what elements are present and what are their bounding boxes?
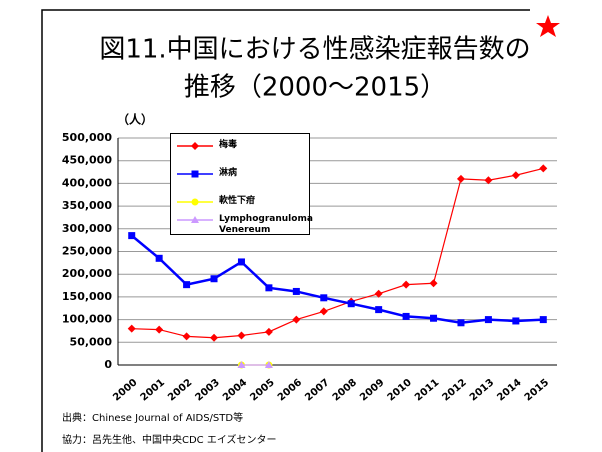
x-tick-label: 2013 bbox=[468, 377, 496, 403]
legend-label: 淋病 bbox=[219, 168, 238, 178]
marker bbox=[292, 287, 300, 295]
x-tick-label: 2000 bbox=[111, 377, 139, 403]
marker bbox=[429, 279, 438, 288]
marker bbox=[155, 325, 164, 334]
marker bbox=[264, 327, 273, 336]
marker bbox=[457, 319, 465, 327]
marker bbox=[430, 314, 438, 322]
chart-title: 推移（2000〜2015） bbox=[184, 73, 446, 103]
credit-note: 協力：呂先生他、中国中央CDC エイズセンター bbox=[62, 433, 277, 446]
legend-swatch bbox=[177, 216, 213, 223]
marker bbox=[128, 232, 136, 240]
chart-title: 図11.中国における性感染症報告数の bbox=[99, 35, 530, 65]
x-tick-label: 2008 bbox=[331, 377, 359, 403]
legend: 梅毒淋病軟性下疳 Lymphogranuloma Venereum bbox=[170, 133, 313, 235]
marker bbox=[237, 361, 246, 368]
y-unit: （人） bbox=[117, 112, 153, 127]
x-tick-label: 2007 bbox=[303, 377, 331, 403]
x-tick-label: 2006 bbox=[276, 377, 304, 403]
marker bbox=[484, 316, 492, 324]
y-tick-label: 450,000 bbox=[62, 154, 112, 167]
x-tick-label: 2014 bbox=[495, 377, 523, 403]
marker bbox=[264, 361, 273, 368]
marker bbox=[512, 317, 520, 325]
marker bbox=[539, 164, 548, 173]
star-icon bbox=[536, 15, 560, 37]
x-tick-label: 2004 bbox=[221, 377, 249, 403]
y-tick-label: 0 bbox=[104, 358, 112, 371]
marker bbox=[402, 280, 411, 289]
slide-frame bbox=[41, 9, 530, 452]
marker bbox=[320, 294, 328, 302]
legend-label: 梅毒 bbox=[219, 140, 238, 150]
marker bbox=[191, 142, 199, 150]
legend-label: Lymphogranuloma Venereum bbox=[219, 214, 313, 235]
x-tick-label: 2009 bbox=[358, 377, 386, 403]
x-tick-label: 2011 bbox=[413, 377, 441, 403]
source-note: 出典：Chinese Journal of AIDS/STD等 bbox=[62, 411, 243, 424]
y-tick-label: 50,000 bbox=[70, 335, 113, 348]
marker bbox=[155, 254, 163, 262]
marker bbox=[374, 289, 383, 298]
y-tick-label: 150,000 bbox=[62, 290, 112, 303]
marker bbox=[402, 312, 410, 320]
marker bbox=[484, 176, 493, 185]
x-tick-label: 2010 bbox=[386, 377, 414, 403]
y-tick-label: 350,000 bbox=[62, 199, 112, 212]
marker bbox=[183, 281, 191, 289]
y-tick-label: 500,000 bbox=[62, 131, 112, 144]
x-tick-label: 2003 bbox=[193, 377, 221, 403]
marker bbox=[292, 315, 301, 324]
marker bbox=[319, 307, 328, 316]
y-tick-label: 300,000 bbox=[62, 222, 112, 235]
y-tick-label: 250,000 bbox=[62, 245, 112, 258]
legend-swatch bbox=[177, 142, 213, 150]
marker bbox=[191, 198, 199, 206]
legend-swatch bbox=[177, 170, 213, 178]
legend-swatch bbox=[177, 198, 213, 206]
x-tick-label: 2005 bbox=[248, 377, 276, 403]
x-tick-label: 2015 bbox=[523, 377, 551, 403]
y-tick-label: 200,000 bbox=[62, 267, 112, 280]
marker bbox=[265, 284, 273, 292]
legend-label: 軟性下疳 bbox=[219, 196, 256, 206]
marker bbox=[456, 174, 465, 183]
series-line bbox=[130, 234, 544, 325]
marker bbox=[210, 333, 219, 342]
marker bbox=[511, 171, 520, 180]
marker bbox=[375, 306, 383, 314]
x-tick-label: 2001 bbox=[139, 377, 167, 403]
marker bbox=[210, 275, 218, 283]
marker bbox=[237, 258, 245, 266]
marker bbox=[182, 332, 191, 341]
marker bbox=[347, 300, 355, 308]
x-tick-label: 2002 bbox=[166, 377, 194, 403]
marker bbox=[237, 331, 246, 340]
marker bbox=[191, 216, 199, 223]
series-line bbox=[131, 167, 544, 339]
y-tick-label: 100,000 bbox=[62, 313, 112, 326]
marker bbox=[127, 324, 136, 333]
y-tick-label: 400,000 bbox=[62, 176, 112, 189]
marker bbox=[539, 316, 547, 324]
x-tick-label: 2012 bbox=[440, 377, 468, 403]
marker bbox=[191, 170, 199, 178]
